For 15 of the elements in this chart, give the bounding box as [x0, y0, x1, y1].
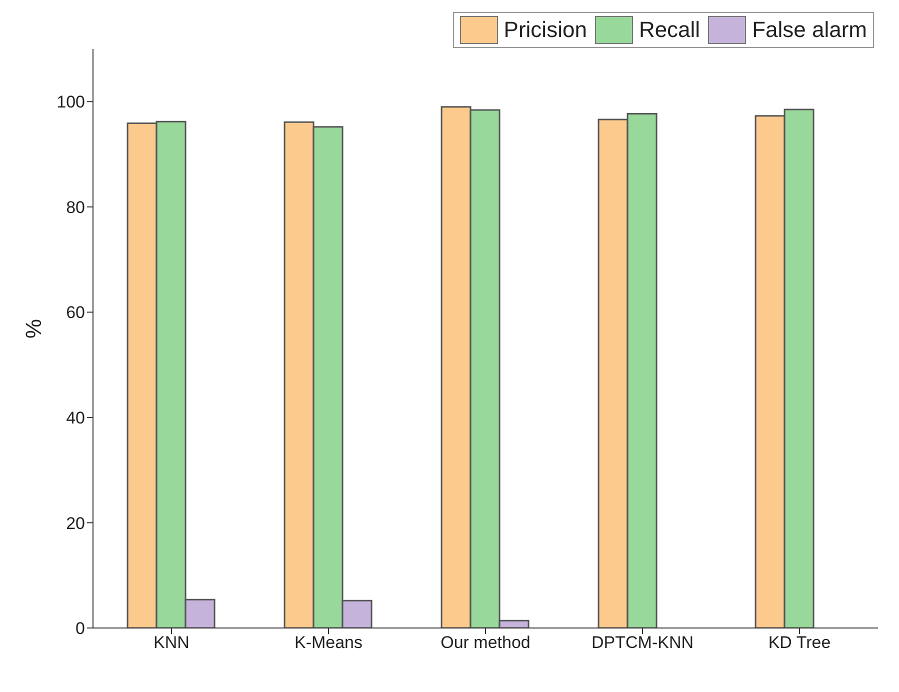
legend-label: False alarm: [752, 17, 867, 43]
y-tick-label: 80: [66, 198, 85, 217]
legend-label: Pricision: [504, 17, 587, 43]
x-tick-label: KNN: [154, 633, 190, 652]
y-tick-label: 60: [66, 303, 85, 322]
x-tick-label: DPTCM-KNN: [592, 633, 694, 652]
y-axis-title: %: [20, 318, 46, 338]
y-tick-label: 40: [66, 408, 85, 428]
y-tick-label: 100: [56, 92, 85, 112]
legend-label: Recall: [638, 17, 700, 43]
y-tick-label: 20: [66, 514, 85, 533]
x-tick-label: Our method: [440, 633, 530, 652]
x-tick-label: KD Tree: [768, 633, 831, 652]
y-tick-label: 0: [76, 619, 85, 638]
x-tick-label: K-Means: [294, 633, 363, 652]
